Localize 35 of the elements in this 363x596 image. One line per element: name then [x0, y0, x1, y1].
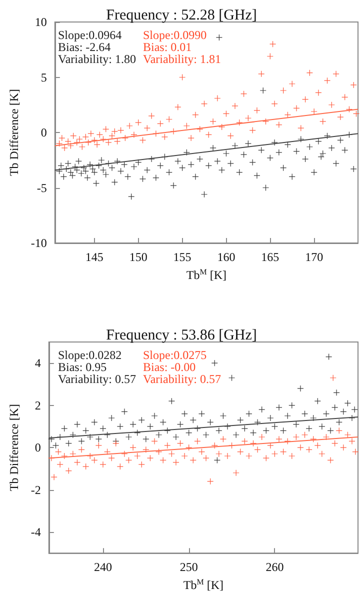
- annotation: Bias: 0.95: [58, 360, 107, 374]
- annotation: Slope:0.0282: [58, 348, 122, 362]
- annotation: Variability: 1.80: [58, 52, 136, 66]
- annotation: Variability: 0.57: [58, 372, 136, 386]
- y-tick-label: 4: [34, 356, 41, 370]
- annotation: Slope:0.0964: [58, 28, 122, 42]
- annotation: Bias: 0.01: [143, 40, 192, 54]
- annotation: Variability: 0.57: [143, 372, 221, 386]
- y-tick-label: 5: [40, 70, 47, 84]
- y-axis-title: Tb Difference [K]: [7, 404, 21, 492]
- y-tick-label: 2: [34, 398, 41, 412]
- annotation: Slope:0.0275: [143, 348, 207, 362]
- annotation: Variability: 1.81: [143, 52, 221, 66]
- x-tick-label: 150: [129, 250, 148, 264]
- x-tick-label: 170: [305, 250, 324, 264]
- x-tick-label: 155: [173, 250, 192, 264]
- y-tick-label: 0: [40, 126, 47, 140]
- y-tick-label: -5: [36, 180, 47, 195]
- y-tick-label: -10: [30, 236, 47, 250]
- y-tick-label: -2: [30, 482, 41, 497]
- x-tick-label: 260: [266, 560, 284, 574]
- y-tick-label: 10: [34, 15, 47, 29]
- annotation: Bias: -0.00: [143, 360, 196, 374]
- annotation: Slope:0.0990: [143, 28, 207, 42]
- x-tick-label: 240: [94, 560, 112, 574]
- chart-title: Frequency : 53.86 [GHz]: [106, 328, 257, 344]
- x-tick-label: 145: [85, 250, 104, 264]
- chart-title: Frequency : 52.28 [GHz]: [106, 8, 257, 24]
- y-tick-label: -4: [30, 524, 41, 539]
- y-axis-title: Tb Difference [K]: [7, 88, 21, 176]
- y-tick-label: 0: [34, 440, 41, 455]
- x-tick-label: 250: [180, 560, 198, 574]
- x-tick-label: 165: [261, 250, 280, 264]
- x-tick-label: 160: [217, 250, 236, 264]
- annotation: Bias: -2.64: [58, 40, 111, 54]
